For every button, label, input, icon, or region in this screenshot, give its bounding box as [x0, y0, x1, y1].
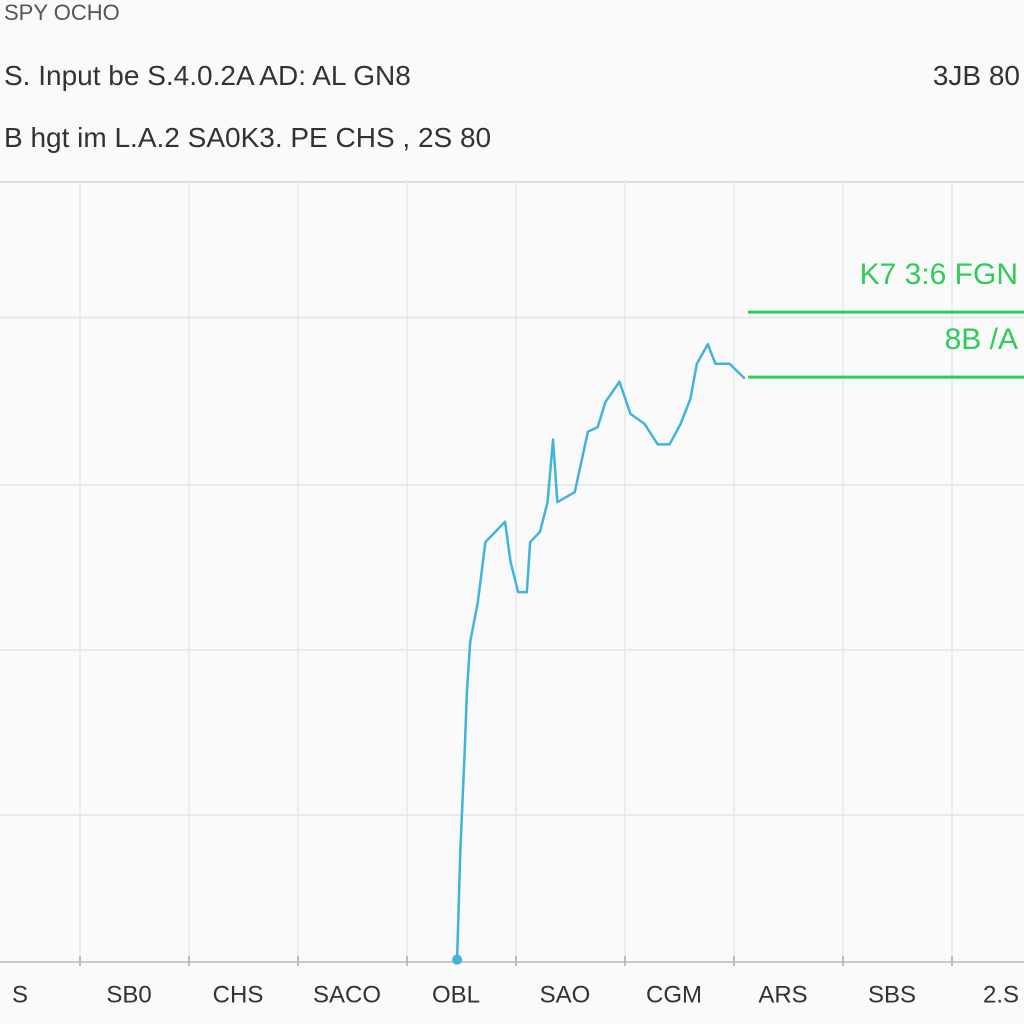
- x-tick-label: CHS: [213, 981, 264, 1008]
- level-label: 8B /A: [945, 323, 1018, 356]
- x-tick-label: S: [12, 981, 28, 1008]
- price-line: [455, 342, 746, 960]
- x-tick-label: CGM: [646, 981, 702, 1008]
- level-label: K7 3:6 FGN: [860, 258, 1018, 291]
- quote-line: B hgt im L.A.2 SA0K3. PE CHS , 2S 80: [4, 122, 492, 153]
- x-tick-label: SAO: [540, 981, 591, 1008]
- separator: [0, 181, 1024, 183]
- app-title: SPY OCHO: [4, 0, 120, 25]
- x-tick-label: 2.S: [983, 981, 1019, 1008]
- quote-line: S. Input be S.4.0.2A AD: AL GN8: [4, 60, 411, 91]
- quote-price: 3JB 80: [932, 60, 1020, 91]
- x-tick-label: SB0: [106, 981, 151, 1008]
- x-tick-label: OBL: [432, 981, 480, 1008]
- x-tick-label: ARS: [758, 981, 807, 1008]
- x-tick-label: SBS: [868, 981, 916, 1008]
- x-tick-label: SACO: [313, 981, 381, 1008]
- start-dot: [452, 954, 463, 965]
